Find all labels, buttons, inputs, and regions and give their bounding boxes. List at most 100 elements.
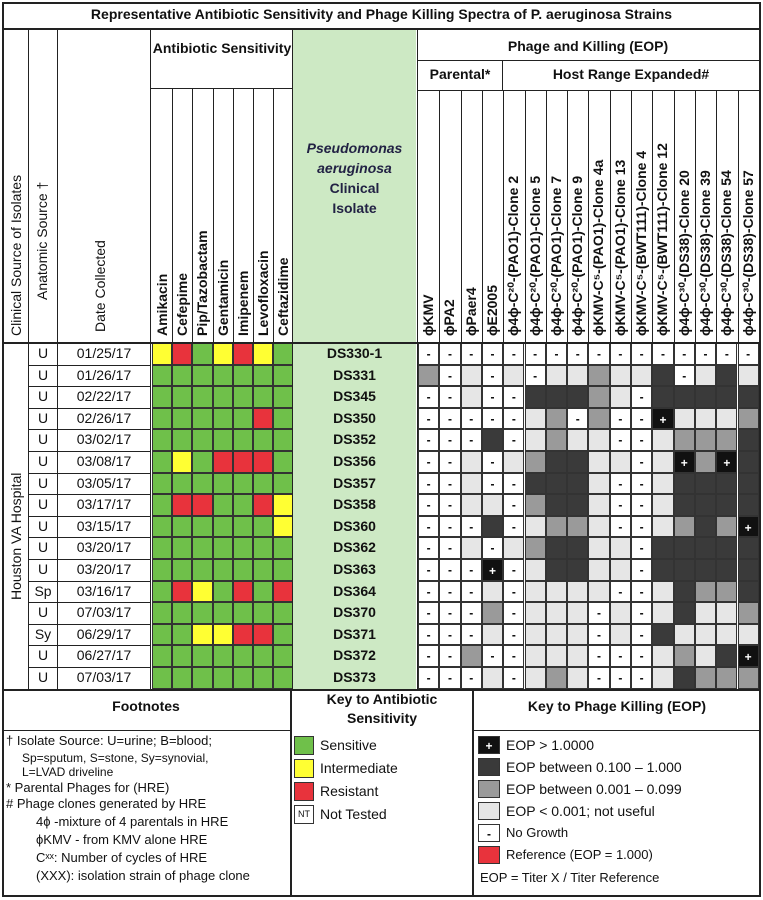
not-tested-mark: NT (298, 809, 310, 819)
phage-cell (588, 407, 610, 430)
antibiotic-cell (253, 623, 274, 646)
antibiotic-cell (212, 429, 233, 451)
no-growth-mark: - (618, 519, 623, 534)
antibiotic-cell (253, 645, 274, 667)
no-growth-mark: - (639, 627, 644, 642)
phage-cell (609, 386, 631, 408)
grid-line (460, 90, 462, 342)
antibiotic-cell (212, 515, 233, 538)
phage-cell (524, 667, 546, 689)
phage-cell: + (481, 559, 504, 581)
phage-cell: - (503, 559, 525, 581)
table-row: Sy 06/29/17 DS371 - - - - - - (0, 623, 763, 646)
phage-cell (716, 580, 738, 603)
phage-cell (652, 580, 674, 603)
phage-cell: - (631, 623, 653, 646)
clinical-source-header: Clinical Source of Isolates (8, 174, 24, 336)
phage-cell (673, 602, 695, 624)
no-growth-mark: - (511, 649, 516, 664)
antibiotic-cell (232, 645, 253, 667)
phage-cell: - (503, 386, 525, 408)
grid-line (2, 342, 761, 344)
date-cell: 01/26/17 (76, 366, 132, 383)
antibiotic-cell (212, 472, 233, 495)
phage-cell: - (524, 364, 546, 387)
phage-cell (524, 645, 546, 667)
grid-line (28, 472, 150, 474)
antibiotic-cell (152, 580, 173, 603)
table-row: U 06/27/17 DS372 - - - - - - - + (0, 645, 763, 667)
antibiotic-cell (212, 602, 233, 624)
antibiotic-cell (253, 386, 274, 408)
date-collected-header: Date Collected (92, 240, 108, 332)
no-growth-mark: - (511, 433, 516, 448)
phage-cell (524, 429, 546, 451)
antibiotic-cell (172, 537, 193, 559)
isolate-title-line-2: aeruginosa (317, 160, 392, 176)
antibiotic-cell (152, 343, 173, 365)
phage-key-swatch (478, 758, 500, 776)
phage-key-label: Reference (EOP = 1.000) (506, 847, 653, 862)
phage-header-label: ϕKMV (420, 294, 436, 336)
isolate-cell: DS370 (293, 602, 416, 624)
phage-cell: - (631, 429, 653, 451)
phage-cell (524, 537, 546, 559)
antibiotic-cell (152, 364, 173, 387)
phage-cell: - (439, 343, 461, 365)
footnote-line: L=LVAD driveline (22, 765, 114, 779)
no-growth-mark: - (639, 606, 644, 621)
phage-cell (524, 494, 546, 516)
phage-header-label: ϕ4ϕ-C²⁰-(PAO1)-Clone 9 (569, 175, 586, 336)
footnotes-title-text: Footnotes (112, 698, 180, 714)
phage-cell (545, 602, 568, 624)
phage-cell (694, 602, 717, 624)
no-growth-mark: - (597, 649, 602, 664)
grid-line (28, 537, 150, 539)
isolate-cell: DS360 (293, 515, 416, 538)
isolate-cell: DS331 (293, 364, 416, 387)
grid-line (172, 88, 174, 342)
grid-line (417, 90, 759, 91)
eop-plus-mark: + (744, 520, 752, 535)
no-growth-mark: - (511, 606, 516, 621)
phage-cell (567, 559, 589, 581)
no-growth-mark: - (639, 390, 644, 405)
eop-plus-mark: + (744, 650, 752, 665)
phage-cell (460, 451, 482, 473)
no-growth-mark: - (490, 347, 495, 361)
phage-cell (588, 580, 610, 603)
grid-line (28, 667, 150, 668)
footnote-line: 4ϕ -mixture of 4 parentals in HRE (36, 814, 229, 829)
antibiotic-cell (232, 472, 253, 495)
phage-cell: - (481, 407, 504, 430)
anatomic-source-cell: U (37, 409, 49, 426)
phage-cell: - (503, 472, 525, 495)
outer-border (2, 2, 761, 4)
no-growth-mark: - (618, 498, 623, 513)
phage-cell: + (716, 451, 738, 473)
phage-cell (694, 494, 717, 516)
phage-cell: - (460, 602, 482, 624)
no-growth-mark: - (639, 671, 644, 685)
no-growth-mark: - (447, 606, 452, 621)
phage-cell (460, 472, 482, 495)
antibiotic-cell (172, 559, 193, 581)
phage-cell (524, 623, 546, 646)
phage-cell: - (460, 623, 482, 646)
phage-cell (737, 429, 759, 451)
phage-cell (716, 559, 738, 581)
phage-cell (567, 667, 589, 689)
phage-cell (652, 515, 674, 538)
phage-cell (524, 602, 546, 624)
date-cell: 06/27/17 (76, 647, 132, 664)
phage-cell (545, 645, 568, 667)
anatomic-source-cell: Sy (34, 625, 52, 642)
isolate-cell: DS345 (293, 386, 416, 408)
no-growth-mark: - (426, 347, 431, 361)
isolate-name: DS363 (333, 561, 376, 577)
antibiotic-cell (212, 623, 233, 646)
table-row: U 03/05/17 DS357 - - - - - - (0, 472, 763, 495)
no-growth-mark: - (575, 347, 580, 361)
no-growth-mark: - (426, 390, 431, 405)
phage-cell (609, 602, 631, 624)
